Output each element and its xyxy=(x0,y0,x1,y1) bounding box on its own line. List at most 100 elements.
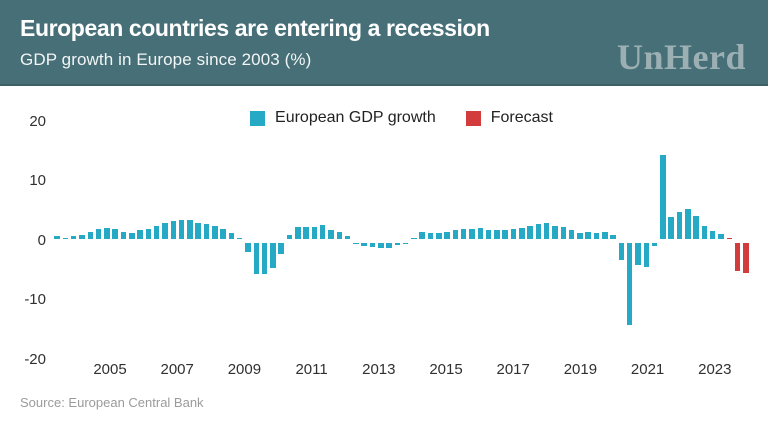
gdp-growth-bar xyxy=(643,242,650,268)
gdp-growth-bar xyxy=(79,234,85,239)
y-tick-label: -10 xyxy=(24,291,46,308)
gdp-growth-bar xyxy=(87,231,94,239)
gdp-growth-bar xyxy=(137,230,143,239)
gdp-growth-bar xyxy=(527,225,533,239)
x-axis: 2005 2007 2009 2011 2013 2015 2017 2019 2021 2023 xyxy=(53,361,750,381)
gdp-growth-bar xyxy=(469,228,475,239)
x-tick-label: 2017 xyxy=(496,361,530,378)
gdp-growth-bar xyxy=(394,242,401,245)
gdp-growth-bar xyxy=(62,237,69,239)
gdp-growth-bar xyxy=(676,211,683,239)
gdp-growth-bar xyxy=(585,231,591,239)
gdp-growth-bar xyxy=(510,228,517,239)
gdp-growth-bar xyxy=(286,234,293,239)
source-note: Source: European Central Bank xyxy=(20,395,204,410)
gdp-growth-bar xyxy=(344,235,351,239)
gdp-growth-bar xyxy=(660,155,666,239)
gdp-growth-bar xyxy=(303,226,309,239)
gdp-growth-bar xyxy=(411,237,417,239)
x-tick-label: 2023 xyxy=(698,361,732,378)
gdp-growth-bar xyxy=(378,242,384,248)
gdp-growth-bar xyxy=(212,226,218,239)
gdp-growth-bar xyxy=(104,228,110,239)
gdp-growth-bar xyxy=(552,225,558,239)
gdp-growth-bar xyxy=(577,233,583,239)
gdp-growth-bar xyxy=(427,233,434,239)
gdp-growth-bar xyxy=(602,232,608,239)
y-tick-label: 20 xyxy=(29,112,46,130)
gdp-growth-bar xyxy=(709,230,716,239)
gdp-growth-bar xyxy=(228,232,235,239)
gdp-growth-bar xyxy=(170,221,177,239)
gdp-growth-bar xyxy=(245,242,251,253)
x-tick-label: 2007 xyxy=(160,361,194,378)
bar-chart-plot xyxy=(53,115,750,365)
x-tick-label: 2009 xyxy=(227,361,262,378)
gdp-growth-bar xyxy=(618,242,625,261)
forecast-swatch-icon xyxy=(465,110,481,126)
gdp-growth-bar xyxy=(718,233,724,239)
gdp-growth-bar xyxy=(444,231,450,239)
gdp-growth-bar xyxy=(543,223,550,239)
gdp-growth-bar xyxy=(353,242,359,244)
gdp-growth-bar xyxy=(402,242,409,244)
chart-title: European countries are entering a recess… xyxy=(20,15,490,41)
forecast-bar xyxy=(743,242,749,273)
gdp-growth-bar xyxy=(485,229,492,239)
gdp-growth-bar xyxy=(361,242,367,246)
gdp-growth-bar xyxy=(311,226,318,239)
gdp-growth-bar xyxy=(253,242,260,274)
gdp-growth-bar xyxy=(701,226,708,239)
x-tick-label: 2019 xyxy=(563,361,598,378)
gdp-growth-bar xyxy=(519,228,525,239)
gdp-growth-bar xyxy=(261,242,268,275)
gdp-growth-bar xyxy=(436,232,442,239)
gdp-growth-bar xyxy=(336,232,343,239)
legend: European GDP growth Forecast xyxy=(53,108,750,128)
gdp-growth-bar xyxy=(610,234,616,239)
gdp-growth-swatch-icon xyxy=(250,110,266,126)
gdp-growth-bar xyxy=(369,242,376,247)
gdp-growth-bar xyxy=(568,230,575,239)
y-axis: 20 10 0 -10 -20 xyxy=(0,112,46,368)
gdp-growth-bar xyxy=(295,227,301,239)
forecast-bar xyxy=(726,237,732,239)
gdp-growth-bar xyxy=(477,228,484,239)
gdp-growth-bar xyxy=(95,228,102,239)
gdp-growth-bar xyxy=(626,242,633,326)
x-tick-label: 2013 xyxy=(362,361,396,378)
gdp-growth-bar xyxy=(386,242,392,249)
gdp-growth-bar xyxy=(178,219,185,239)
x-tick-label: 2011 xyxy=(295,361,328,378)
gdp-growth-bar xyxy=(319,225,326,239)
gdp-growth-bar xyxy=(651,242,658,247)
gdp-growth-bar xyxy=(120,232,127,239)
gdp-growth-bar xyxy=(328,229,334,239)
gdp-growth-bar xyxy=(668,216,674,239)
gdp-growth-bar xyxy=(535,223,542,239)
y-tick-label: 0 xyxy=(37,231,46,249)
forecast-bar xyxy=(734,242,741,271)
gdp-growth-bar xyxy=(270,242,276,268)
gdp-growth-bar xyxy=(236,237,243,239)
y-tick-label: -20 xyxy=(24,350,46,368)
gdp-growth-bar xyxy=(419,232,425,239)
gdp-growth-bar xyxy=(452,229,459,239)
gdp-growth-bar xyxy=(560,227,567,239)
gdp-growth-bar xyxy=(112,229,118,239)
gdp-growth-bar xyxy=(153,225,160,239)
gdp-growth-bar xyxy=(593,232,600,239)
legend-label-forecast: Forecast xyxy=(490,109,553,126)
gdp-growth-bar xyxy=(70,236,77,239)
x-tick-label: 2015 xyxy=(429,361,463,378)
x-tick-label: 2021 xyxy=(630,361,665,378)
legend-label-gdp-growth: European GDP growth xyxy=(275,109,436,126)
gdp-growth-bar xyxy=(162,222,168,239)
gdp-growth-bar xyxy=(278,242,284,255)
gdp-growth-bar xyxy=(220,228,226,239)
gdp-growth-bar xyxy=(685,208,691,239)
gdp-growth-bar xyxy=(203,223,210,239)
unherd-logo: UnHerd xyxy=(617,37,746,77)
chart-subtitle: GDP growth in Europe since 2003 (%) xyxy=(20,50,312,69)
